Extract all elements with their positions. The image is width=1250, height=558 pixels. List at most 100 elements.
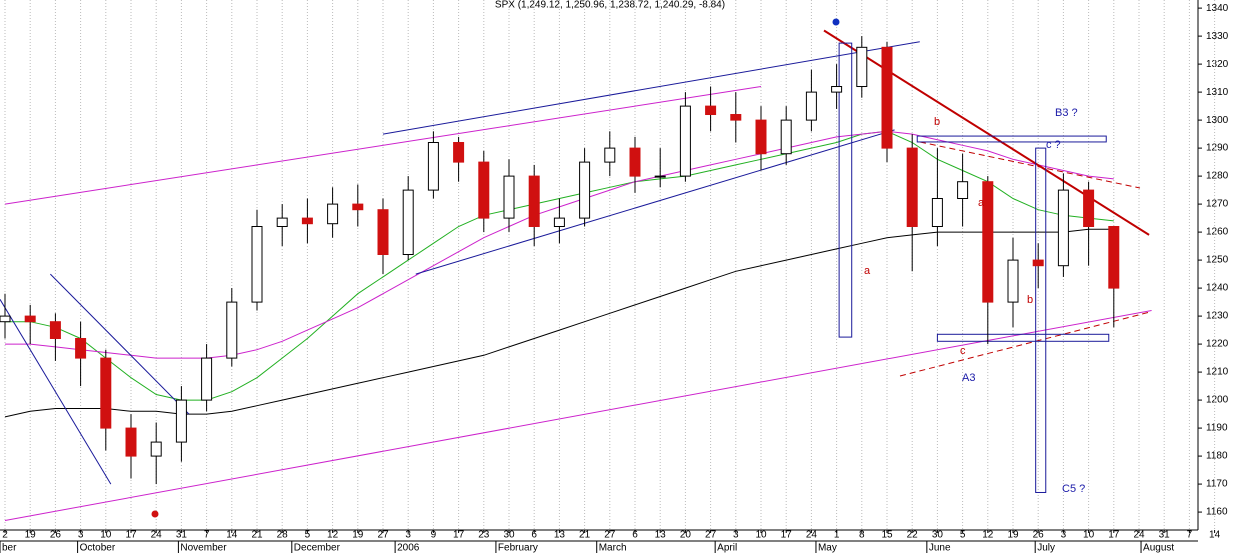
dashed-line bbox=[899, 311, 1151, 377]
annotation: b bbox=[1027, 294, 1033, 306]
y-tick-label: 1190 bbox=[1206, 423, 1228, 434]
x-tick-label: 24 bbox=[806, 530, 818, 541]
candle-body bbox=[251, 226, 263, 303]
x-tick-label: 22 bbox=[907, 530, 919, 541]
x-tick-label: 27 bbox=[705, 530, 717, 541]
candle-body bbox=[755, 119, 767, 155]
x-tick-label: 12 bbox=[327, 530, 339, 541]
candle-body bbox=[402, 189, 414, 256]
candle-body bbox=[276, 217, 288, 228]
trendline bbox=[4, 310, 1152, 521]
x-tick-label: 13 bbox=[554, 530, 566, 541]
candle-body bbox=[780, 119, 792, 155]
month-label: 2006 bbox=[397, 543, 420, 553]
candle-body bbox=[1057, 189, 1069, 267]
y-tick-label: 1200 bbox=[1206, 395, 1229, 406]
box bbox=[916, 135, 1107, 143]
x-tick-label: 17 bbox=[781, 530, 793, 541]
candle-body bbox=[553, 217, 565, 228]
x-tick-label: 6 bbox=[531, 530, 537, 541]
candle-body bbox=[125, 427, 137, 457]
month-label: October bbox=[80, 543, 116, 553]
x-tick-label: 30 bbox=[932, 530, 944, 541]
x-tick-label: 8 bbox=[859, 530, 865, 541]
y-tick-label: 1320 bbox=[1206, 59, 1229, 70]
candle-body bbox=[301, 217, 313, 225]
candle-body bbox=[327, 203, 339, 225]
x-tick-label: 26 bbox=[50, 530, 62, 541]
candle-body bbox=[705, 105, 717, 116]
x-tick-label: 27 bbox=[604, 530, 616, 541]
chart-title: SPX (1,249.12, 1,250.96, 1,238.72, 1,240… bbox=[495, 0, 725, 11]
candle-body bbox=[1108, 226, 1120, 289]
month-label: April bbox=[717, 543, 737, 553]
trendline bbox=[382, 41, 920, 135]
x-tick-label: 2 bbox=[2, 530, 8, 541]
x-tick-label: 5 bbox=[960, 530, 966, 541]
annotation: a bbox=[864, 265, 871, 277]
candle-body bbox=[226, 301, 238, 359]
x-tick-label: 24 bbox=[1133, 530, 1145, 541]
x-tick-label: 19 bbox=[352, 530, 364, 541]
box bbox=[936, 333, 1110, 342]
candle-body bbox=[856, 46, 868, 88]
candle-body bbox=[604, 147, 616, 163]
y-tick-label: 1220 bbox=[1206, 339, 1229, 350]
candle-body bbox=[1007, 259, 1019, 303]
candle-body bbox=[352, 203, 364, 211]
box bbox=[1035, 147, 1047, 493]
candle-body bbox=[654, 175, 666, 178]
annotation: a bbox=[978, 197, 985, 209]
y-tick-label: 1180 bbox=[1206, 451, 1228, 462]
candle-body bbox=[377, 209, 389, 256]
candle-body bbox=[1083, 189, 1095, 228]
candle-body bbox=[201, 357, 213, 401]
x-tick-label: 26 bbox=[1033, 530, 1045, 541]
y-tick-label: 1310 bbox=[1206, 87, 1229, 98]
candle-body bbox=[629, 147, 641, 177]
trendline bbox=[0, 299, 112, 485]
y-tick-label: 1270 bbox=[1206, 199, 1229, 210]
x-tick-label: 21 bbox=[579, 530, 591, 541]
x-tick-label: 14 bbox=[226, 530, 238, 541]
month-label: December bbox=[294, 543, 341, 553]
annotation: b bbox=[934, 116, 940, 128]
y-tick-label: 1230 bbox=[1206, 311, 1229, 322]
moving-average-line bbox=[4, 228, 1114, 418]
month-label: ber bbox=[2, 543, 17, 553]
y-tick-label: 1280 bbox=[1206, 171, 1229, 182]
x-tick-label: 10 bbox=[1083, 530, 1095, 541]
candle-body bbox=[453, 142, 465, 163]
y-tick-label: 1330 bbox=[1206, 31, 1229, 42]
candle-body bbox=[679, 105, 691, 177]
candle-body bbox=[75, 337, 87, 359]
x-tick-label: 24 bbox=[151, 530, 163, 541]
candle-body bbox=[49, 321, 61, 339]
candle-body bbox=[579, 161, 591, 219]
x-tick-label: 19 bbox=[25, 530, 37, 541]
x-tick-label: 17 bbox=[453, 530, 465, 541]
month-label: March bbox=[599, 543, 627, 553]
annotation: B3 ? bbox=[1055, 107, 1078, 119]
x-tick-label: 27 bbox=[377, 530, 389, 541]
candle-body bbox=[478, 161, 490, 219]
candle-body bbox=[100, 357, 112, 429]
x-tick-label: 17 bbox=[125, 530, 137, 541]
x-tick-label: 20 bbox=[680, 530, 692, 541]
candle-body bbox=[175, 399, 187, 443]
y-tick-label: 1290 bbox=[1206, 143, 1229, 154]
x-tick-label: 31 bbox=[176, 530, 188, 541]
month-label: August bbox=[1143, 543, 1174, 553]
x-tick-label: 5 bbox=[305, 530, 311, 541]
y-tick-label: 1340 bbox=[1206, 3, 1229, 14]
x-tick-label: 21 bbox=[251, 530, 263, 541]
candle-body bbox=[0, 315, 11, 323]
annotation: c ? bbox=[1046, 139, 1061, 151]
y-tick-label: 1160 bbox=[1206, 507, 1228, 518]
x-tick-label: 6 bbox=[632, 530, 638, 541]
candle-body bbox=[503, 175, 515, 219]
candle-body bbox=[24, 315, 36, 323]
candle-body bbox=[906, 147, 918, 228]
month-label: June bbox=[929, 543, 951, 553]
trendline bbox=[4, 86, 762, 205]
